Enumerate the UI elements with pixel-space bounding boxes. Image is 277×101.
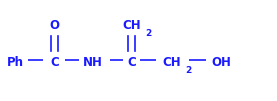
- Text: C: C: [50, 56, 59, 69]
- Text: O: O: [49, 19, 60, 32]
- Text: Ph: Ph: [7, 56, 24, 69]
- Text: 2: 2: [145, 29, 151, 38]
- Text: C: C: [127, 56, 136, 69]
- Text: OH: OH: [211, 56, 231, 69]
- Text: CH: CH: [162, 56, 181, 69]
- Text: NH: NH: [83, 56, 103, 69]
- Text: 2: 2: [185, 66, 191, 75]
- Text: CH: CH: [122, 19, 141, 32]
